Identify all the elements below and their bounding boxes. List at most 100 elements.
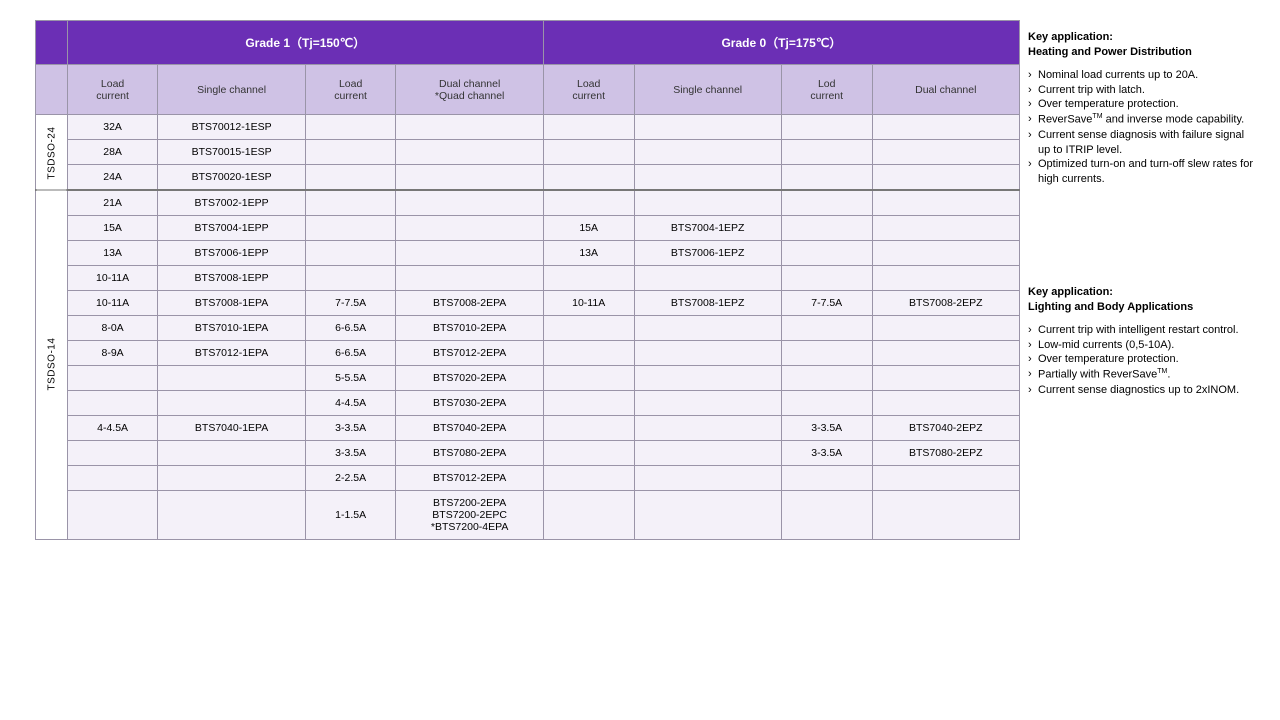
panel2-title2: Lighting and Body Applications: [1028, 301, 1193, 313]
table-cell: [543, 190, 634, 216]
panel2-item: Low-mid currents (0,5-10A).: [1028, 338, 1257, 353]
table-cell: 10-11A: [543, 291, 634, 316]
panel2-item: Current trip with intelligent restart co…: [1028, 323, 1257, 338]
sub-g0-single: Single channel: [634, 65, 781, 115]
table-cell: [872, 241, 1019, 266]
rowlabel-tsdso24: TSDSO-24: [36, 115, 68, 191]
table-cell: [67, 491, 158, 540]
table-cell: 15A: [543, 216, 634, 241]
sub-corner: [36, 65, 68, 115]
table-cell: 21A: [67, 190, 158, 216]
table-cell: 6-6.5A: [305, 341, 396, 366]
table-cell: BTS70015-1ESP: [158, 140, 305, 165]
table-cell: [872, 466, 1019, 491]
table-cell: [305, 190, 396, 216]
table-cell: [634, 140, 781, 165]
table-cell: 10-11A: [67, 291, 158, 316]
table-cell: [396, 216, 543, 241]
table-cell: [872, 366, 1019, 391]
table-cell: BTS7006-1EPP: [158, 241, 305, 266]
table-cell: [781, 115, 872, 140]
table-cell: [305, 241, 396, 266]
table-cell: [67, 441, 158, 466]
header-grade1: Grade 1（Tj=150℃）: [67, 21, 543, 65]
table-cell: [305, 115, 396, 140]
table-cell: BTS7200-2EPABTS7200-2EPC*BTS7200-4EPA: [396, 491, 543, 540]
table-cell: [67, 466, 158, 491]
table-cell: [543, 441, 634, 466]
panel2-item: Partially with ReverSaveTM.: [1028, 367, 1257, 383]
table-cell: BTS7008-2EPA: [396, 291, 543, 316]
table-cell: [158, 391, 305, 416]
table-cell: [543, 366, 634, 391]
table-cell: [872, 115, 1019, 140]
table-cell: [634, 441, 781, 466]
table-cell: [872, 266, 1019, 291]
table-cell: 32A: [67, 115, 158, 140]
table-cell: [781, 165, 872, 191]
table-cell: [634, 115, 781, 140]
table-cell: 3-3.5A: [305, 441, 396, 466]
table-cell: [781, 316, 872, 341]
sub-g1-load2: Loadcurrent: [305, 65, 396, 115]
table-cell: 6-6.5A: [305, 316, 396, 341]
table-cell: 24A: [67, 165, 158, 191]
table-cell: 3-3.5A: [781, 441, 872, 466]
table-cell: [305, 140, 396, 165]
table-cell: 4-4.5A: [305, 391, 396, 416]
sub-g1-dualquad: Dual channel*Quad channel: [396, 65, 543, 115]
layout-wrap: Grade 1（Tj=150℃） Grade 0（Tj=175℃） Loadcu…: [35, 20, 1265, 540]
sub-g1-single: Single channel: [158, 65, 305, 115]
product-table: Grade 1（Tj=150℃） Grade 0（Tj=175℃） Loadcu…: [35, 20, 1020, 540]
table-cell: [781, 466, 872, 491]
table-cell: [67, 391, 158, 416]
table-cell: [781, 341, 872, 366]
table-cell: [305, 266, 396, 291]
table-cell: [781, 366, 872, 391]
table-cell: BTS7008-2EPZ: [872, 291, 1019, 316]
table-cell: [781, 140, 872, 165]
table-cell: [543, 115, 634, 140]
table-cell: [396, 165, 543, 191]
panel-lighting: Key application: Lighting and Body Appli…: [1020, 275, 1265, 408]
table-cell: [543, 466, 634, 491]
table-cell: 15A: [67, 216, 158, 241]
table-cell: 10-11A: [67, 266, 158, 291]
sub-g0-dual: Dual channel: [872, 65, 1019, 115]
table-cell: [305, 165, 396, 191]
table-cell: BTS7004-1EPP: [158, 216, 305, 241]
corner-cell: [36, 21, 68, 65]
table-cell: BTS7080-2EPA: [396, 441, 543, 466]
panel2-item: Current sense diagnostics up to 2xINOM.: [1028, 383, 1257, 398]
panel1-list: Nominal load currents up to 20A.Current …: [1028, 68, 1257, 187]
table-cell: BTS7012-2EPA: [396, 466, 543, 491]
table-cell: [634, 165, 781, 191]
table-cell: [634, 266, 781, 291]
panel1-item: Current trip with latch.: [1028, 83, 1257, 98]
table-cell: 3-3.5A: [305, 416, 396, 441]
table-cell: [396, 241, 543, 266]
sub-g0-lod: Lodcurrent: [781, 65, 872, 115]
table-cell: BTS7020-2EPA: [396, 366, 543, 391]
tbody-tsdso24: TSDSO-2432ABTS70012-1ESP28ABTS70015-1ESP…: [36, 115, 1020, 191]
table-cell: [543, 341, 634, 366]
table-cell: [396, 115, 543, 140]
table-cell: [67, 366, 158, 391]
table-cell: [872, 316, 1019, 341]
table-cell: [781, 391, 872, 416]
table-cell: [872, 190, 1019, 216]
table-cell: [872, 140, 1019, 165]
table-cell: 8-0A: [67, 316, 158, 341]
table-cell: [872, 216, 1019, 241]
sub-g1-load: Loadcurrent: [67, 65, 158, 115]
table-cell: BTS7040-2EPA: [396, 416, 543, 441]
table-cell: [872, 341, 1019, 366]
table-cell: 4-4.5A: [67, 416, 158, 441]
table-cell: [158, 441, 305, 466]
table-cell: [634, 466, 781, 491]
table-cell: BTS7002-1EPP: [158, 190, 305, 216]
table-cell: 13A: [67, 241, 158, 266]
table-cell: [781, 266, 872, 291]
table-cell: BTS7012-1EPA: [158, 341, 305, 366]
panel1-title2: Heating and Power Distribution: [1028, 46, 1192, 58]
